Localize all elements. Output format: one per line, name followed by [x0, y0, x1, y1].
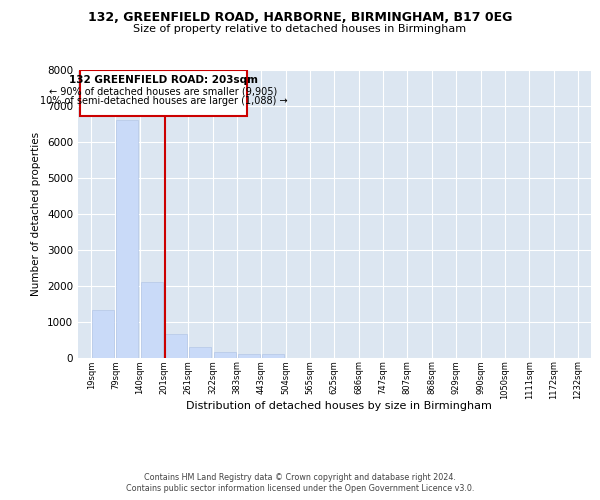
Y-axis label: Number of detached properties: Number of detached properties: [31, 132, 41, 296]
FancyBboxPatch shape: [80, 70, 247, 116]
Text: Size of property relative to detached houses in Birmingham: Size of property relative to detached ho…: [133, 24, 467, 34]
Text: Distribution of detached houses by size in Birmingham: Distribution of detached houses by size …: [186, 401, 492, 411]
Bar: [165, 334, 187, 357]
Bar: [189, 346, 211, 358]
Bar: [141, 282, 163, 358]
Bar: [116, 120, 139, 358]
Bar: [92, 310, 115, 358]
Text: 132, GREENFIELD ROAD, HARBORNE, BIRMINGHAM, B17 0EG: 132, GREENFIELD ROAD, HARBORNE, BIRMINGH…: [88, 11, 512, 24]
Bar: [214, 352, 236, 358]
Text: 10% of semi-detached houses are larger (1,088) →: 10% of semi-detached houses are larger (…: [40, 96, 287, 106]
Text: Contains HM Land Registry data © Crown copyright and database right 2024.: Contains HM Land Registry data © Crown c…: [144, 472, 456, 482]
Bar: [238, 354, 260, 358]
Bar: [262, 354, 284, 358]
Text: ← 90% of detached houses are smaller (9,905): ← 90% of detached houses are smaller (9,…: [49, 86, 278, 96]
Text: 132 GREENFIELD ROAD: 203sqm: 132 GREENFIELD ROAD: 203sqm: [69, 76, 258, 86]
Text: Contains public sector information licensed under the Open Government Licence v3: Contains public sector information licen…: [126, 484, 474, 493]
